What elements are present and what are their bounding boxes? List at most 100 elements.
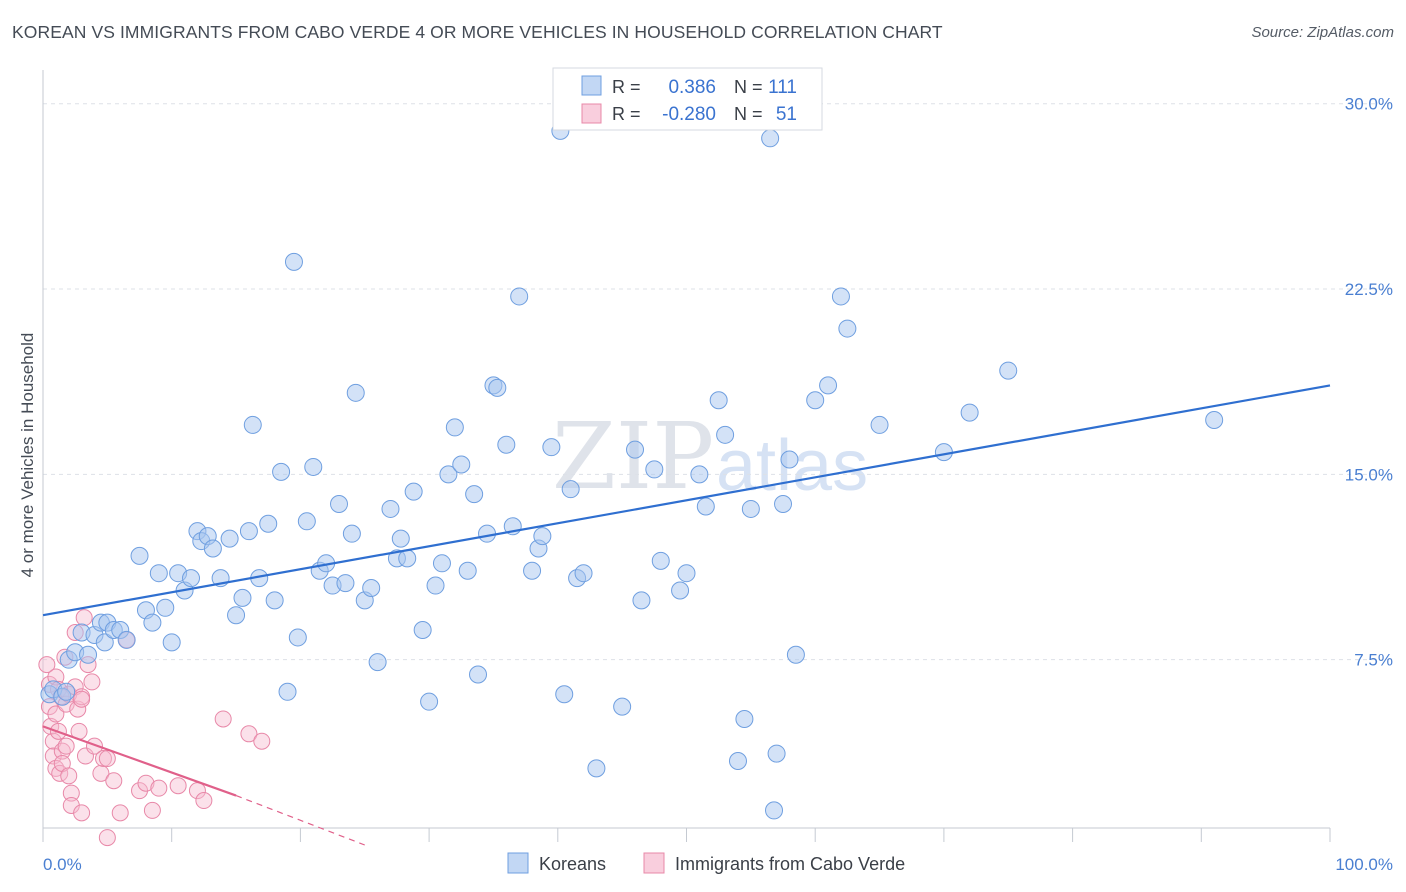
korean-point xyxy=(413,621,432,640)
bottom-legend-label-cabo: Immigrants from Cabo Verde xyxy=(675,854,905,874)
korean-point xyxy=(542,438,561,457)
cabo-verde-point xyxy=(38,656,56,674)
legend-n-label-korean: N = xyxy=(734,77,763,97)
legend-r-label-korean: R = xyxy=(612,77,641,97)
korean-point xyxy=(117,630,136,649)
korean-point xyxy=(381,499,400,518)
korean-point xyxy=(761,129,780,148)
legend-r-label-cabo: R = xyxy=(612,104,641,124)
korean-point xyxy=(439,465,458,484)
korean-point xyxy=(728,751,747,770)
korean-point xyxy=(555,685,574,704)
korean-point xyxy=(297,512,316,531)
source-label: Source: ZipAtlas.com xyxy=(1251,24,1394,41)
legend-n-label-cabo: N = xyxy=(734,104,763,124)
korean-point xyxy=(690,465,709,484)
cabo-verde-point xyxy=(143,801,161,819)
cabo-verde-trend-extension xyxy=(235,795,365,846)
korean-point xyxy=(632,591,651,610)
korean-point xyxy=(79,645,98,664)
korean-point xyxy=(626,440,645,459)
legend-swatch-korean xyxy=(581,75,602,96)
korean-point xyxy=(404,482,423,501)
korean-point xyxy=(203,539,222,558)
korean-point xyxy=(445,418,464,437)
korean-point xyxy=(143,613,162,632)
korean-point xyxy=(478,524,497,543)
cabo-verde-point xyxy=(98,750,116,768)
cabo-verde-point xyxy=(240,725,258,743)
korean-point xyxy=(488,378,507,397)
legend-swatch-cabo xyxy=(581,103,602,124)
korean-point xyxy=(696,497,715,516)
korean-point xyxy=(465,485,484,504)
cabo-verde-point xyxy=(195,792,213,810)
korean-point xyxy=(806,391,825,410)
y-tick-label: 15.0% xyxy=(1345,465,1393,484)
korean-point xyxy=(239,522,258,541)
korean-point xyxy=(362,579,381,598)
cabo-verde-trend-line xyxy=(42,725,237,797)
korean-point xyxy=(432,554,451,573)
korean-point xyxy=(469,665,488,684)
korean-point xyxy=(765,801,784,820)
korean-point xyxy=(304,457,323,476)
korean-point xyxy=(651,551,670,570)
y-axis-tick-labels: 7.5% 15.0% 22.5% 30.0% xyxy=(1345,95,1393,670)
grid-lines xyxy=(43,103,1393,661)
korean-point xyxy=(452,455,471,474)
y-tick-label: 7.5% xyxy=(1354,651,1393,670)
korean-point xyxy=(336,574,355,593)
korean-point xyxy=(233,588,252,607)
korean-point xyxy=(533,527,552,546)
korean-point xyxy=(999,361,1018,380)
korean-point xyxy=(838,319,857,338)
cabo-verde-point xyxy=(47,705,65,723)
bottom-legend: Koreans Immigrants from Cabo Verde xyxy=(507,852,905,874)
x-tick-label-max: 100.0% xyxy=(1335,855,1393,874)
korean-point xyxy=(130,546,149,565)
cabo-verde-point xyxy=(169,777,187,795)
korean-point xyxy=(934,443,953,462)
cabo-verde-point xyxy=(73,690,91,708)
bottom-legend-label-korean: Koreans xyxy=(539,854,606,874)
bottom-legend-swatch-korean xyxy=(507,852,529,874)
korean-point xyxy=(265,591,284,610)
korean-point xyxy=(574,564,593,583)
korean-point xyxy=(398,549,417,568)
korean-point xyxy=(156,598,175,617)
korean-point xyxy=(671,581,690,600)
korean-point xyxy=(767,744,786,763)
cabo-verde-point xyxy=(92,764,110,782)
korean-point xyxy=(870,415,889,434)
korean-point xyxy=(330,495,349,514)
korean-point xyxy=(259,514,278,533)
cabo-verde-point xyxy=(57,737,75,755)
legend-n-value-korean: 111 xyxy=(768,77,797,98)
korean-point xyxy=(278,682,297,701)
korean-point xyxy=(716,425,735,444)
korean-points xyxy=(40,121,1224,820)
chart-title: KOREAN VS IMMIGRANTS FROM CABO VERDE 4 O… xyxy=(12,22,943,42)
korean-point xyxy=(613,697,632,716)
korean-point xyxy=(831,287,850,306)
korean-point xyxy=(497,435,516,454)
cabo-verde-point xyxy=(75,609,93,627)
korean-point xyxy=(227,606,246,625)
korean-point xyxy=(95,633,114,652)
korean-point xyxy=(819,376,838,395)
korean-point xyxy=(786,645,805,664)
cabo-verde-point xyxy=(111,804,129,822)
korean-point xyxy=(960,403,979,422)
korean-point xyxy=(368,653,387,672)
korean-point xyxy=(149,564,168,583)
korean-point xyxy=(288,628,307,647)
korean-point xyxy=(561,480,580,499)
x-axis-ticks xyxy=(42,828,1331,842)
korean-point xyxy=(162,633,181,652)
korean-point xyxy=(741,499,760,518)
korean-point xyxy=(587,759,606,778)
cabo-verde-point xyxy=(73,804,91,822)
korean-point xyxy=(57,682,76,701)
